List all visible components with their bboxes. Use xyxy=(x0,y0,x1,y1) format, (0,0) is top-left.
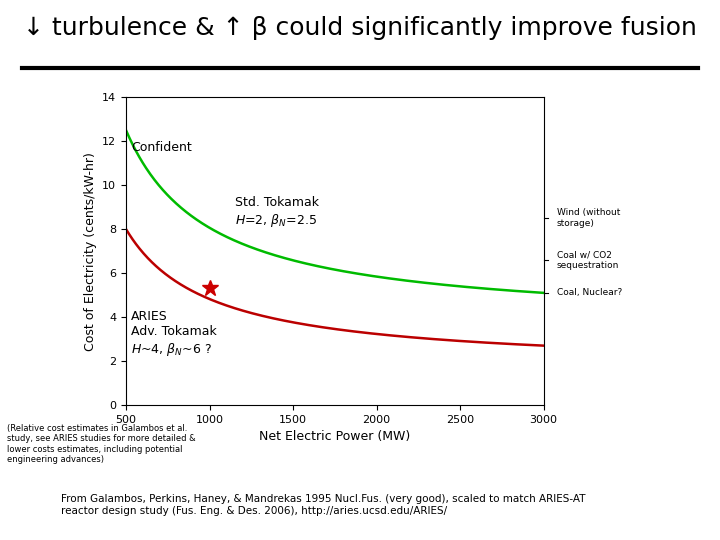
Text: Coal w/ CO2
sequestration: Coal w/ CO2 sequestration xyxy=(557,250,619,269)
Text: Wind (without
storage): Wind (without storage) xyxy=(557,208,621,228)
Y-axis label: Cost of Electricity (cents/kW-hr): Cost of Electricity (cents/kW-hr) xyxy=(84,152,96,350)
Text: Confident: Confident xyxy=(131,141,192,154)
Text: From Galambos, Perkins, Haney, & Mandrekas 1995 Nucl.Fus. (very good), scaled to: From Galambos, Perkins, Haney, & Mandrek… xyxy=(61,494,585,516)
Text: (Relative cost estimates in Galambos et al.
study, see ARIES studies for more de: (Relative cost estimates in Galambos et … xyxy=(7,424,196,464)
Text: Std. Tokamak
$H$=2, $\beta_N$=2.5: Std. Tokamak $H$=2, $\beta_N$=2.5 xyxy=(235,196,318,228)
X-axis label: Net Electric Power (MW): Net Electric Power (MW) xyxy=(259,430,410,443)
Text: Coal, Nuclear?: Coal, Nuclear? xyxy=(557,288,622,298)
Text: ARIES
Adv. Tokamak
$H$~4, $\beta_N$~6 ?: ARIES Adv. Tokamak $H$~4, $\beta_N$~6 ? xyxy=(131,310,217,358)
Text: ↓ turbulence & ↑ β could significantly improve fusion: ↓ turbulence & ↑ β could significantly i… xyxy=(23,16,697,40)
